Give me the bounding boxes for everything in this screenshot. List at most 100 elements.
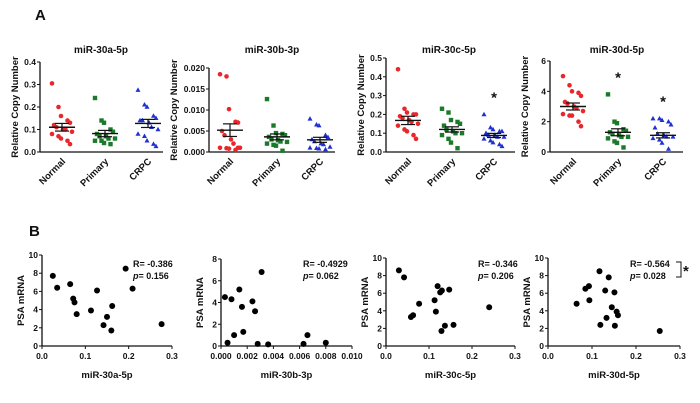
data-point bbox=[112, 136, 118, 141]
x-tick-label: 0.002 bbox=[237, 351, 259, 361]
data-point bbox=[228, 296, 235, 303]
data-point bbox=[316, 122, 322, 128]
y-tick-label: 0.5 bbox=[370, 53, 382, 63]
data-point bbox=[151, 113, 156, 118]
data-point bbox=[109, 302, 116, 309]
data-point bbox=[144, 138, 150, 143]
y-tick-label: 0.3 bbox=[24, 80, 36, 90]
data-point bbox=[258, 269, 265, 276]
data-point bbox=[455, 146, 460, 151]
data-point bbox=[271, 142, 276, 148]
x-tick-label: 0.2 bbox=[630, 351, 642, 361]
panel-label-a: A bbox=[35, 7, 46, 24]
data-point bbox=[438, 287, 445, 294]
data-point bbox=[569, 113, 575, 118]
data-point bbox=[58, 136, 64, 141]
data-point bbox=[621, 145, 626, 150]
data-point bbox=[439, 132, 445, 138]
data-point bbox=[439, 106, 445, 111]
p-value: p= 0.156 bbox=[132, 271, 169, 281]
data-point bbox=[619, 134, 624, 140]
data-point bbox=[666, 146, 671, 151]
p-label: p bbox=[629, 271, 636, 281]
p-value-text: = 0.206 bbox=[484, 271, 514, 281]
data-point bbox=[235, 145, 241, 151]
x-tick-label: 0.004 bbox=[263, 351, 285, 361]
data-point bbox=[135, 87, 141, 92]
data-point bbox=[560, 111, 566, 117]
data-point bbox=[431, 297, 438, 304]
y-tick-label: 0.4 bbox=[370, 72, 382, 82]
y-tick-label: 0.0 bbox=[24, 147, 36, 157]
y-tick-label: 0.1 bbox=[24, 125, 36, 135]
x-tick-label: 0.3 bbox=[509, 351, 521, 361]
data-point bbox=[304, 332, 311, 339]
y-tick-label: 6 bbox=[377, 288, 382, 298]
data-point bbox=[413, 112, 419, 117]
data-point bbox=[108, 127, 113, 132]
data-point bbox=[158, 321, 165, 328]
data-point bbox=[438, 328, 445, 335]
data-point bbox=[252, 308, 259, 315]
data-point bbox=[101, 120, 107, 125]
data-point bbox=[411, 132, 416, 138]
data-point bbox=[58, 113, 64, 119]
y-tick-label: 0 bbox=[212, 341, 217, 351]
chart-a-4: miR-30d-5p 0 2 4 6 Relative Copy Number Normal… bbox=[520, 45, 683, 189]
data-point bbox=[614, 120, 620, 126]
data-point bbox=[273, 130, 279, 136]
data-point bbox=[264, 141, 270, 146]
data-point bbox=[610, 131, 615, 136]
data-point bbox=[605, 136, 611, 141]
data-point bbox=[94, 287, 101, 294]
x-tick-label: 0.000 bbox=[210, 351, 232, 361]
charts-group: miR-30a-5p 0.0 0.1 0.2 0.3 0.4 Relative Copy N… bbox=[10, 45, 689, 381]
data-point bbox=[238, 303, 245, 310]
x-tick-label: 0.1 bbox=[586, 351, 598, 361]
data-point bbox=[67, 141, 73, 147]
data-point bbox=[104, 313, 110, 320]
correlation-r: R= -0.386 bbox=[133, 259, 173, 269]
chart-title: miR-30d-5p bbox=[590, 45, 644, 56]
data-point bbox=[652, 125, 658, 130]
data-point bbox=[231, 332, 238, 339]
data-point bbox=[135, 131, 141, 136]
chart-a-2: miR-30b-3p 0.000 0.005 0.010 0.015 0.020 Relat… bbox=[169, 45, 335, 189]
data-point bbox=[327, 144, 333, 149]
data-point bbox=[450, 321, 457, 328]
data-point bbox=[404, 129, 410, 134]
p-value-text: = 0.028 bbox=[636, 271, 666, 281]
significance-marker: * bbox=[491, 89, 497, 106]
data-point bbox=[307, 145, 313, 150]
x-axis-label: miR-30a-5p bbox=[81, 370, 132, 381]
data-point bbox=[264, 96, 270, 102]
y-tick-label: 10 bbox=[373, 253, 383, 263]
data-point bbox=[434, 283, 441, 290]
y-axis-label: Relative Copy Number bbox=[520, 56, 531, 158]
y-tick-label: 10 bbox=[29, 250, 39, 260]
data-point bbox=[441, 123, 447, 128]
y-tick-label: 0.0 bbox=[370, 147, 382, 157]
data-point bbox=[578, 123, 584, 129]
x-axis-label: miR-30c-5p bbox=[425, 370, 476, 381]
data-point bbox=[611, 322, 618, 329]
y-tick-label: 6 bbox=[539, 288, 544, 298]
data-point bbox=[69, 129, 75, 135]
data-point bbox=[490, 139, 496, 145]
data-point bbox=[670, 134, 676, 139]
data-point bbox=[401, 274, 408, 281]
data-point bbox=[576, 119, 581, 124]
x-tick-label: 0.2 bbox=[466, 351, 478, 361]
data-point bbox=[278, 139, 283, 144]
data-point bbox=[108, 327, 115, 334]
data-point bbox=[410, 312, 417, 319]
data-point bbox=[603, 314, 610, 321]
data-point bbox=[140, 117, 145, 123]
data-point bbox=[49, 131, 55, 137]
data-point bbox=[573, 300, 580, 307]
data-point bbox=[122, 265, 129, 272]
data-point bbox=[323, 132, 328, 137]
category-label: CRPC bbox=[127, 156, 154, 183]
category-label: CRPC bbox=[642, 156, 669, 183]
